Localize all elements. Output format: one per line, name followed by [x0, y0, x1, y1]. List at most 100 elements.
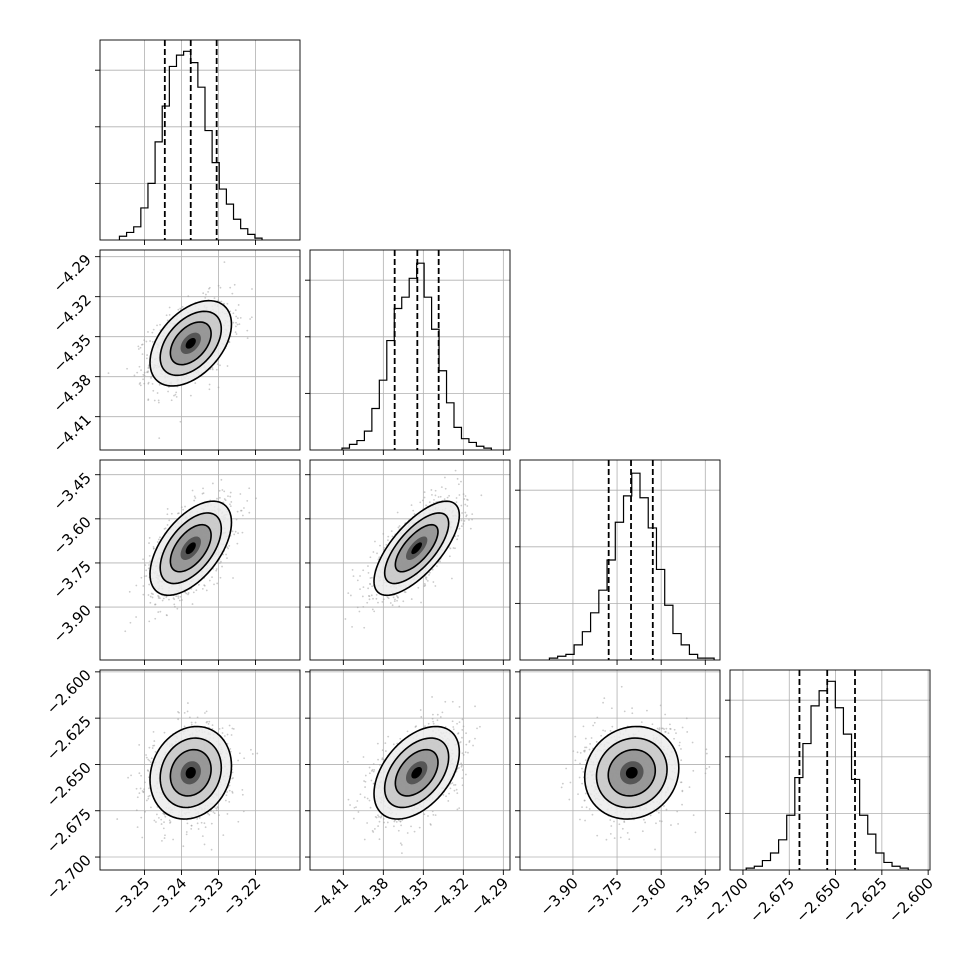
scatter-point	[226, 546, 228, 549]
scatter-point	[126, 367, 128, 370]
histogram-panel-0	[100, 40, 300, 240]
scatter-point	[159, 610, 162, 613]
scatter-point	[385, 543, 388, 546]
scatter-point	[471, 513, 474, 516]
scatter-point	[382, 598, 385, 601]
scatter-point	[457, 483, 460, 486]
scatter-point	[235, 325, 237, 328]
scatter-point	[148, 542, 150, 544]
scatter-point	[154, 750, 157, 753]
scatter-point	[446, 496, 449, 499]
scatter-point	[230, 501, 233, 503]
histogram-step-line	[118, 50, 263, 240]
scatter-point	[455, 501, 458, 504]
scatter-point	[213, 583, 215, 586]
scatter-point	[205, 293, 207, 296]
scatter-point	[220, 300, 223, 303]
scatter-point	[232, 728, 235, 730]
scatter-point	[233, 533, 236, 536]
scatter-point	[157, 401, 160, 404]
density-panel-1-0	[100, 250, 300, 450]
scatter-point	[406, 730, 409, 733]
scatter-point	[220, 560, 222, 563]
scatter-point	[366, 601, 369, 604]
scatter-point	[379, 763, 381, 766]
scatter-point	[398, 605, 401, 608]
scatter-point	[148, 746, 151, 749]
scatter-point	[424, 577, 427, 579]
scatter-point	[200, 821, 203, 824]
scatter-point	[454, 547, 456, 550]
scatter-point	[231, 530, 234, 533]
scatter-point	[424, 584, 427, 587]
scatter-point	[434, 585, 437, 587]
contour-line-1	[383, 512, 450, 585]
scatter-point	[163, 821, 165, 824]
scatter-point	[145, 756, 148, 759]
scatter-point	[207, 722, 210, 725]
scatter-point	[232, 312, 235, 315]
scatter-point	[147, 567, 150, 570]
scatter-point	[202, 292, 205, 295]
scatter-point	[149, 560, 152, 563]
scatter-point	[237, 820, 240, 823]
scatter-point	[177, 308, 180, 311]
scatter-point	[461, 718, 464, 721]
scatter-point	[376, 742, 379, 745]
scatter-point	[145, 569, 148, 572]
scatter-point	[143, 781, 146, 784]
scatter-point	[162, 597, 165, 600]
scatter-point	[372, 597, 374, 600]
scatter-point	[226, 365, 229, 367]
scatter-point	[175, 391, 178, 394]
scatter-point	[368, 772, 371, 775]
scatter-point	[146, 354, 148, 356]
scatter-point	[223, 490, 226, 493]
scatter-point	[469, 527, 472, 530]
scatter-point	[393, 600, 396, 603]
scatter-point	[238, 323, 241, 326]
scatter-point	[456, 477, 459, 480]
scatter-point	[460, 762, 463, 765]
scatter-point	[235, 321, 237, 324]
scatter-point	[462, 493, 465, 496]
scatter-point	[431, 696, 433, 698]
scatter-point	[157, 816, 160, 819]
scatter-point	[421, 499, 424, 502]
scatter-point	[243, 507, 245, 509]
scatter-point	[190, 721, 193, 724]
density-panel-2-0	[100, 460, 300, 660]
scatter-point	[251, 753, 254, 755]
scatter-point	[145, 799, 148, 802]
scatter-point	[434, 814, 437, 817]
scatter-point	[449, 547, 452, 550]
scatter-point	[205, 710, 208, 713]
scatter-point	[175, 395, 178, 398]
scatter-point	[163, 527, 166, 530]
scatter-point	[439, 495, 442, 498]
scatter-point	[212, 811, 215, 813]
scatter-point	[225, 794, 228, 797]
scatter-point	[373, 769, 376, 771]
scatter-point	[243, 757, 246, 760]
scatter-point	[172, 838, 175, 841]
scatter-point	[196, 716, 199, 719]
scatter-point	[152, 730, 155, 733]
scatter-point	[439, 560, 441, 563]
histogram-step-line	[745, 680, 909, 870]
scatter-point	[367, 571, 370, 574]
scatter-point	[145, 754, 147, 756]
scatter-point	[458, 721, 461, 724]
contour-line-1	[159, 512, 223, 585]
scatter-point	[176, 512, 179, 515]
scatter-point	[146, 371, 148, 374]
scatter-point	[423, 496, 426, 499]
scatter-point	[164, 815, 167, 818]
scatter-point	[373, 610, 376, 613]
scatter-point	[224, 499, 227, 502]
scatter-point	[185, 831, 188, 833]
scatter-point	[166, 524, 169, 526]
scatter-point	[377, 601, 379, 604]
scatter-point	[362, 756, 365, 758]
scatter-point	[147, 594, 150, 596]
